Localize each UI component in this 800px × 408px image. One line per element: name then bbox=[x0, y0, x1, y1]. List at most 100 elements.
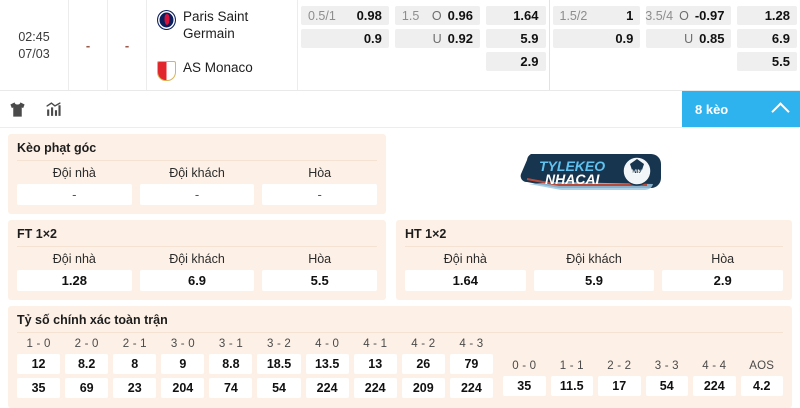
corner-away-column[interactable]: Đội khách - bbox=[140, 166, 255, 205]
handicap-value: 0.9 bbox=[615, 31, 633, 46]
over-label: O bbox=[432, 9, 442, 23]
onextwo-cell[interactable]: 2.9 bbox=[486, 52, 546, 71]
overunder-cell[interactable]: U 0.85 bbox=[646, 29, 731, 48]
match-time-cell: 02:45 07/03 bbox=[0, 0, 69, 90]
over-label: O bbox=[679, 9, 689, 23]
onextwo-cell[interactable]: 5.9 bbox=[486, 29, 546, 48]
match-time: 02:45 bbox=[18, 30, 49, 44]
overunder-line: 1.5 bbox=[402, 9, 419, 23]
score-label: 4 - 3 bbox=[459, 338, 483, 350]
draw-score-value: 54 bbox=[646, 376, 689, 396]
score-column[interactable]: 1 - 0 12 35 bbox=[17, 338, 60, 398]
content-area: Kèo phạt góc Đội nhà - Đội khách - Hòa - bbox=[0, 128, 800, 408]
score-label: 2 - 1 bbox=[123, 338, 147, 350]
corner-draw-column[interactable]: Hòa - bbox=[262, 166, 377, 205]
logo-line2: NHACAI bbox=[545, 171, 601, 187]
handicap-line: 1.5/2 bbox=[560, 9, 588, 23]
ht-draw-column[interactable]: Hòa 2.9 bbox=[662, 252, 783, 291]
ft-draw-column[interactable]: Hòa 5.5 bbox=[262, 252, 377, 291]
away-team-name: AS Monaco bbox=[183, 60, 253, 77]
overunder-cell[interactable]: 3.5/4 O -0.97 bbox=[646, 6, 731, 25]
odds-group-2: 1.5/2 1 0.9 3.5/4 O -0.97 bbox=[549, 0, 800, 90]
column-label: Đội khách bbox=[566, 252, 622, 266]
onextwo-cell[interactable]: 1.64 bbox=[486, 6, 546, 25]
odds-zone: 0.5/1 0.98 0.9 1.5 O 0.96 bbox=[298, 0, 800, 90]
corner-panel: Kèo phạt góc Đội nhà - Đội khách - Hòa - bbox=[8, 134, 386, 214]
column-label: Hòa bbox=[308, 252, 331, 266]
jersey-icon[interactable] bbox=[6, 98, 28, 120]
home-team[interactable]: Paris Saint Germain bbox=[157, 9, 291, 42]
column-label: Hòa bbox=[308, 166, 331, 180]
teams-cell[interactable]: Paris Saint Germain AS Monaco bbox=[147, 0, 298, 90]
handicap-cell[interactable]: 0.9 bbox=[553, 29, 641, 48]
toolbar: 8 kèo bbox=[0, 91, 800, 128]
odds-group-1: 0.5/1 0.98 0.9 1.5 O 0.96 bbox=[298, 0, 549, 90]
column-label: Đội nhà bbox=[53, 252, 96, 266]
home-score-cell: - bbox=[69, 0, 108, 90]
handicap-cell[interactable]: 1.5/2 1 bbox=[553, 6, 641, 25]
match-header-row[interactable]: 02:45 07/03 - - Paris Saint Germain AS M… bbox=[0, 0, 800, 91]
score-label: 4 - 2 bbox=[411, 338, 435, 350]
draw-score-column[interactable]: 4 - 4 224 bbox=[693, 360, 736, 396]
score-home-value: 12 bbox=[17, 354, 60, 374]
score-away-value: 35 bbox=[17, 378, 60, 398]
draw-score-value: 224 bbox=[693, 376, 736, 396]
draw-score-column[interactable]: 0 - 0 35 bbox=[503, 360, 546, 396]
score-home-value: 13.5 bbox=[306, 354, 349, 374]
ht-home-column[interactable]: Đội nhà 1.64 bbox=[405, 252, 526, 291]
corner-home-column[interactable]: Đội nhà - bbox=[17, 166, 132, 205]
ft-away-column[interactable]: Đội khách 6.9 bbox=[140, 252, 255, 291]
draw-score-value: 35 bbox=[503, 376, 546, 396]
chevron-up-icon bbox=[771, 102, 789, 120]
overunder-column-1: 1.5 O 0.96 U 0.92 bbox=[392, 0, 483, 90]
score-away-value: 74 bbox=[209, 378, 252, 398]
ht-home-value: 1.64 bbox=[405, 270, 526, 291]
correct-score-title: Tỷ số chính xác toàn trận bbox=[17, 313, 783, 333]
handicap-value: 0.98 bbox=[357, 8, 382, 23]
overunder-cell[interactable]: U 0.92 bbox=[395, 29, 480, 48]
draw-score-label: AOS bbox=[749, 360, 774, 372]
handicap-cell[interactable]: 0.9 bbox=[301, 29, 389, 48]
away-team[interactable]: AS Monaco bbox=[157, 60, 291, 81]
onextwo-cell[interactable]: 1.28 bbox=[737, 6, 797, 25]
draw-score-label: 1 - 1 bbox=[560, 360, 584, 372]
tylekeo-logo: TYLEKEO NHACAI VIN bbox=[519, 148, 669, 200]
score-away-value: 224 bbox=[306, 378, 349, 398]
overunder-value: 0.92 bbox=[448, 31, 473, 46]
handicap-column-2: 1.5/2 1 0.9 bbox=[550, 0, 644, 90]
ft-away-value: 6.9 bbox=[140, 270, 255, 291]
score-label: 1 - 0 bbox=[27, 338, 51, 350]
keo-toggle-button[interactable]: 8 kèo bbox=[682, 91, 800, 127]
draw-score-label: 4 - 4 bbox=[702, 360, 726, 372]
bar-chart-icon[interactable] bbox=[42, 98, 64, 120]
ft-home-column[interactable]: Đội nhà 1.28 bbox=[17, 252, 132, 291]
onextwo-cell[interactable]: 5.5 bbox=[737, 52, 797, 71]
draw-score-label: 0 - 0 bbox=[512, 360, 536, 372]
handicap-cell[interactable]: 0.5/1 0.98 bbox=[301, 6, 389, 25]
handicap-value: 0.9 bbox=[364, 31, 382, 46]
overunder-cell[interactable]: 1.5 O 0.96 bbox=[395, 6, 480, 25]
onextwo-cell[interactable]: 6.9 bbox=[737, 29, 797, 48]
onextwo-column-2: 1.28 6.9 5.5 bbox=[734, 0, 800, 90]
ht-away-column[interactable]: Đội khách 5.9 bbox=[534, 252, 655, 291]
home-team-name: Paris Saint Germain bbox=[183, 9, 291, 42]
corner-logo-row: Kèo phạt góc Đội nhà - Đội khách - Hòa - bbox=[8, 134, 792, 214]
score-home-value: 8 bbox=[113, 354, 156, 374]
score-home-value: 18.5 bbox=[257, 354, 300, 374]
ft-draw-value: 5.5 bbox=[262, 270, 377, 291]
match-date: 07/03 bbox=[18, 47, 49, 61]
